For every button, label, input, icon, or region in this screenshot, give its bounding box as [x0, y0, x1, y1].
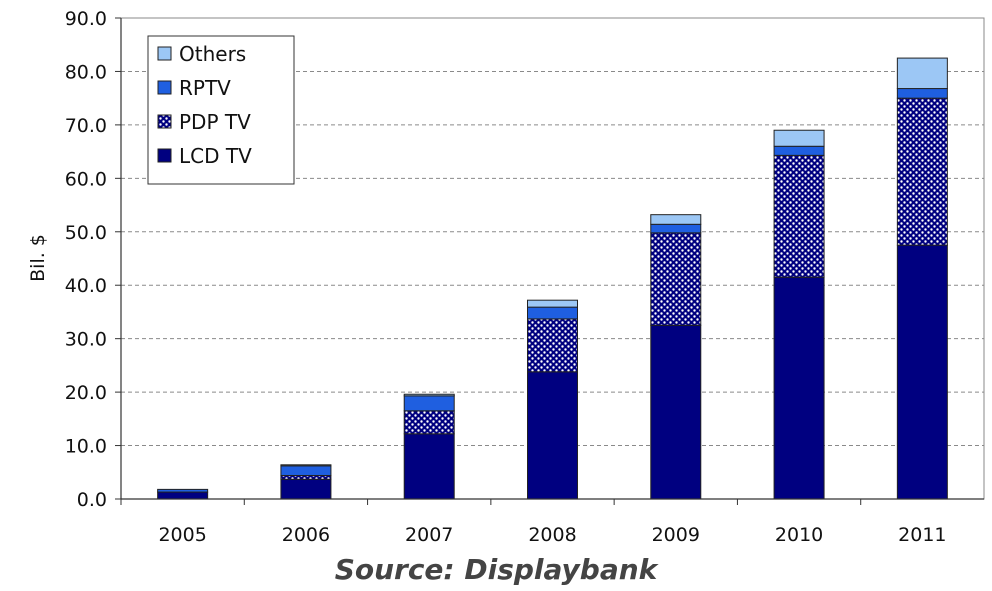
legend-box [147, 35, 295, 185]
bar-lcd-tv-2006 [280, 478, 332, 500]
x-tick-label: 2006 [282, 524, 330, 546]
bar-pdp-tv-2010 [773, 154, 825, 278]
bar-lcd-tv-2005 [157, 491, 209, 500]
legend-swatch-pdp-tv [157, 114, 172, 129]
y-tick-label: 50.0 [65, 222, 107, 244]
bar-pdp-tv-2007 [403, 410, 455, 435]
bar-lcd-tv-2007 [403, 433, 455, 500]
y-tick-label: 40.0 [65, 275, 107, 297]
x-tick-label: 2005 [158, 524, 206, 546]
legend-label-pdp-tv: PDP TV [179, 110, 251, 134]
bar-others-2011 [896, 57, 948, 90]
bar-others-2010 [773, 129, 825, 147]
axes: 0.0 10.0 20.0 30.0 40.0 50.0 60.0 70.0 80.0 90.0 2… [65, 8, 985, 546]
bar-rptv-2006 [280, 465, 332, 476]
y-axis-label: Bil. $ [27, 234, 49, 282]
source-note: Source: Displaybank [334, 553, 658, 586]
bar-pdp-tv-2008 [527, 318, 578, 373]
legend-swatch-lcd-tv [157, 148, 172, 163]
bar-rptv-2008 [527, 306, 578, 320]
y-tick-label: 0.0 [77, 489, 107, 511]
y-tick-label: 70.0 [65, 115, 107, 137]
x-tick-label: 2009 [652, 524, 700, 546]
bar-lcd-tv-2011 [896, 244, 948, 500]
bar-rptv-2011 [896, 88, 948, 99]
legend-label-lcd-tv: LCD TV [179, 144, 252, 168]
bar-pdp-tv-2009 [650, 232, 702, 326]
bar-pdp-tv-2011 [896, 97, 948, 246]
bar-rptv-2007 [403, 395, 455, 412]
bar-others-2006 [280, 464, 332, 467]
bar-others-2008 [527, 299, 578, 308]
y-tick-label: 30.0 [65, 329, 107, 351]
y-tick-label: 80.0 [65, 61, 107, 83]
bar-rptv-2005 [157, 488, 209, 493]
legend-label-others: Others [179, 42, 246, 66]
bar-pdp-tv-2006 [280, 474, 332, 480]
bar-lcd-tv-2009 [650, 324, 702, 500]
x-tick-label: 2010 [775, 524, 823, 546]
legend-swatch-others [157, 46, 172, 61]
bar-lcd-tv-2008 [527, 371, 578, 500]
bar-rptv-2010 [773, 145, 825, 156]
x-tick-label: 2011 [898, 524, 946, 546]
bars [157, 57, 948, 500]
legend-label-rptv: RPTV [179, 76, 231, 100]
legend: Others RPTV PDP TV LCD TV [147, 35, 295, 185]
y-tick-label: 90.0 [65, 8, 107, 30]
bar-others-2007 [403, 393, 455, 397]
x-tick-label: 2008 [528, 524, 576, 546]
bar-rptv-2009 [650, 223, 702, 234]
legend-swatch-rptv [157, 80, 172, 95]
bar-others-2009 [650, 214, 702, 225]
bar-lcd-tv-2010 [773, 276, 825, 500]
y-tick-label: 20.0 [65, 382, 107, 404]
y-tick-label: 10.0 [65, 436, 107, 458]
x-tick-label: 2007 [405, 524, 453, 546]
y-tick-label: 60.0 [65, 168, 107, 190]
